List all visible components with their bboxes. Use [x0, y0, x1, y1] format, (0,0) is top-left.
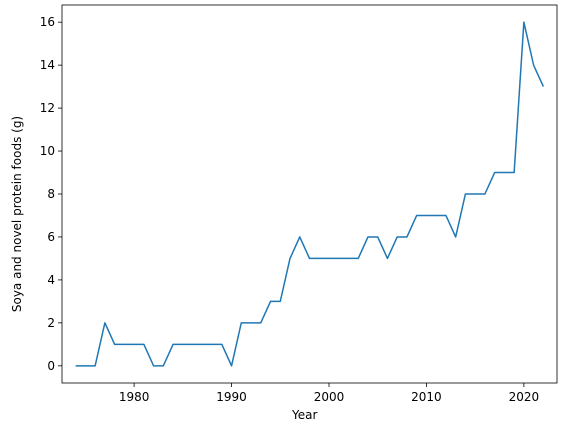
y-axis-label: Soya and novel protein foods (g) [10, 116, 24, 312]
plot-area: 1980 1990 2000 2010 2020 0 2 4 6 8 10 12 14 16 [40, 4, 558, 404]
y-tick-label: 8 [47, 187, 55, 201]
y-tick-label: 0 [47, 359, 55, 373]
y-tick-label: 14 [40, 58, 55, 72]
x-axis-label: Year [291, 408, 317, 422]
x-tick-label: 2020 [509, 390, 540, 404]
x-tick-label: 2010 [411, 390, 442, 404]
x-tick-label: 1990 [216, 390, 247, 404]
y-tick-label: 12 [40, 101, 55, 115]
y-tick-label: 16 [40, 15, 55, 29]
y-tick-label: 10 [40, 144, 55, 158]
x-tick-label: 1980 [119, 390, 150, 404]
x-tick-label: 2000 [314, 390, 345, 404]
y-tick-label: 4 [47, 273, 55, 287]
series-line [75, 21, 545, 367]
y-tick-label: 6 [47, 230, 55, 244]
y-tick-label: 2 [47, 316, 55, 330]
